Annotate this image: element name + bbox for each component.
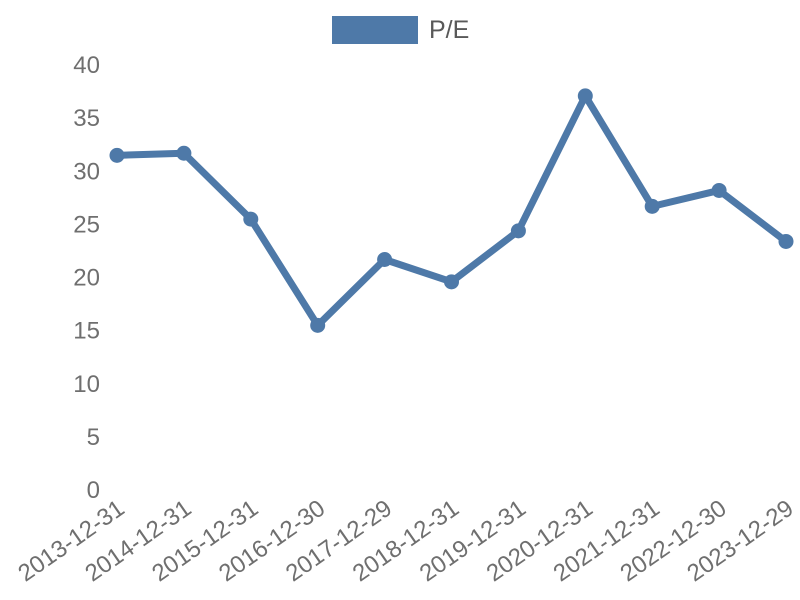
chart-legend[interactable]: P/E (332, 16, 469, 44)
data-point-marker[interactable] (711, 182, 727, 198)
y-axis-tick-label: 35 (73, 105, 100, 132)
y-axis-tick-label: 0 (87, 477, 100, 504)
data-point-marker[interactable] (510, 223, 526, 239)
legend-swatch[interactable] (332, 16, 418, 44)
data-point-marker[interactable] (778, 233, 794, 249)
data-point-marker[interactable] (243, 211, 259, 227)
data-point-marker[interactable] (577, 88, 593, 104)
y-axis-tick-label: 30 (73, 158, 100, 185)
y-axis-tick-label: 15 (73, 318, 100, 345)
y-axis-tick-label: 5 (87, 424, 100, 451)
data-point-marker[interactable] (109, 147, 125, 163)
pe-series-line[interactable] (113, 92, 790, 329)
data-point-marker[interactable] (444, 274, 459, 290)
legend-label: P/E (429, 16, 470, 44)
y-axis-tick-label: 10 (73, 371, 100, 398)
data-point-marker[interactable] (377, 252, 393, 267)
y-axis-tick-label: 40 (73, 52, 100, 79)
data-point-marker[interactable] (176, 145, 192, 161)
data-point-marker[interactable] (644, 198, 660, 214)
y-axis-tick-label: 25 (73, 211, 100, 238)
data-point-marker[interactable] (310, 317, 326, 333)
y-axis-tick-label: 20 (73, 265, 100, 292)
